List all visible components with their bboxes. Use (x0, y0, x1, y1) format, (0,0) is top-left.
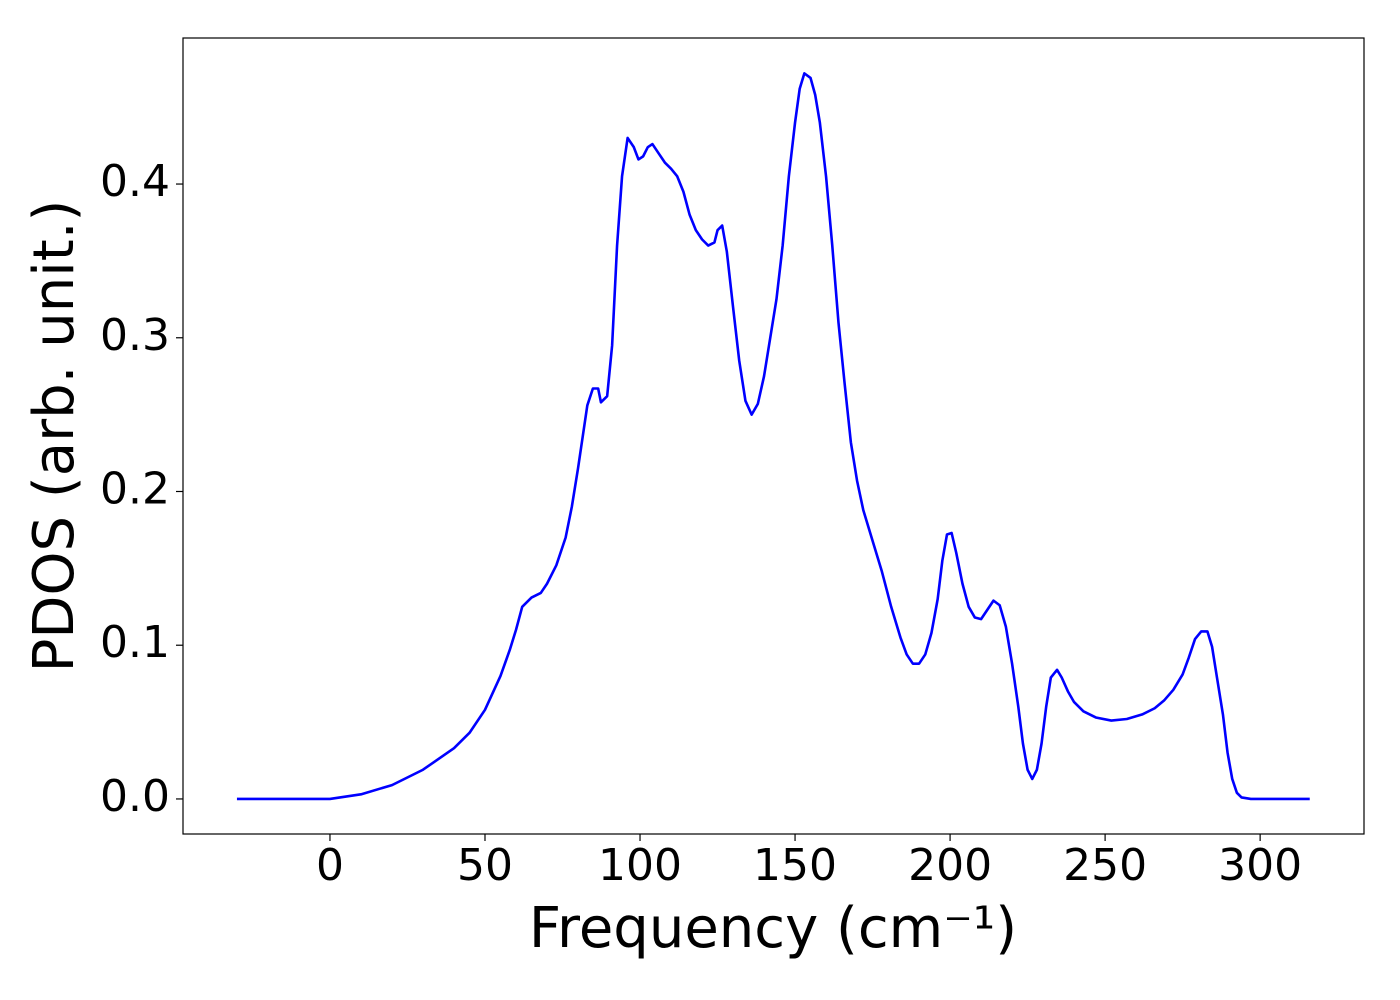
y-axis-label: PDOS (arb. unit.) (22, 200, 87, 673)
x-axis-label: Frequency (cm⁻¹) (529, 896, 1017, 961)
x-tick-label: 250 (1063, 840, 1147, 891)
x-tick-label: 300 (1218, 840, 1302, 891)
x-tick-label: 200 (908, 840, 992, 891)
plot-frame (182, 37, 1365, 835)
x-tick-label: 150 (753, 840, 837, 891)
x-tick-label: 0 (316, 840, 344, 891)
y-tick-label: 0.1 (100, 617, 170, 668)
y-tick-label: 0.4 (100, 156, 170, 207)
x-tick-label: 50 (457, 840, 513, 891)
data-line (236, 72, 1310, 801)
y-tick-label: 0.3 (100, 310, 170, 361)
y-tick-label: 0.2 (100, 463, 170, 514)
y-tick-label: 0.0 (100, 771, 170, 822)
x-tick-label: 100 (598, 840, 682, 891)
